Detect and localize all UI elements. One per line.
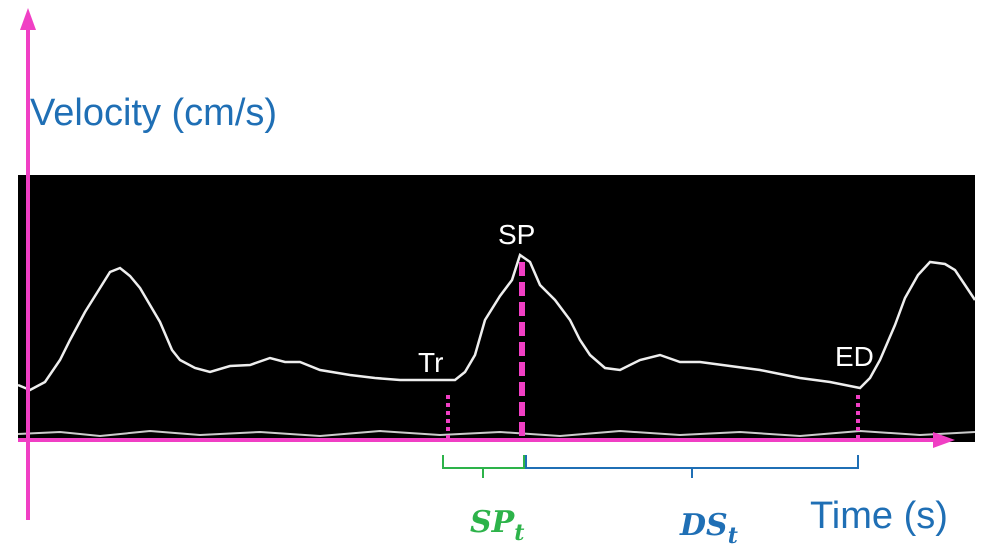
interval-subscript: t [514,520,524,546]
interval-subscript: t [728,523,738,549]
point-label: ED [835,341,874,372]
interval-name: SP [470,505,516,540]
point-label: SP [498,219,535,250]
y-arrow [20,8,36,30]
point-label: Tr [418,347,443,378]
ds-bracket [526,455,858,478]
interval-label: SPt [470,505,524,546]
diagram: Velocity (cm/s) Time (s) Tr SP ED SPt DS… [0,0,997,553]
interval-name: DS [679,508,728,543]
interval-label: DSt [679,508,738,549]
y-axis-label: Velocity (cm/s) [30,92,277,134]
x-axis-label: Time (s) [810,495,948,537]
sp-bracket [443,455,524,478]
doppler-background [18,175,975,442]
